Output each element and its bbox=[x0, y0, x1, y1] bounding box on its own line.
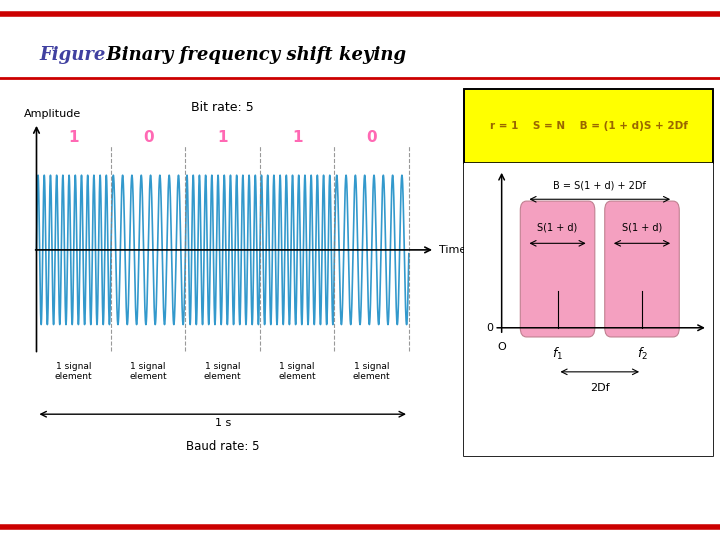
Text: 1 s: 1 s bbox=[215, 418, 231, 428]
Text: 1 signal
element: 1 signal element bbox=[353, 362, 390, 381]
Text: 0: 0 bbox=[366, 130, 377, 145]
FancyBboxPatch shape bbox=[605, 201, 679, 337]
Text: r = 1    S = N    B = (1 + d)S + 2Df: r = 1 S = N B = (1 + d)S + 2Df bbox=[490, 121, 688, 131]
Text: 1: 1 bbox=[292, 130, 302, 145]
Text: 1: 1 bbox=[68, 130, 79, 145]
Text: 1 signal
element: 1 signal element bbox=[279, 362, 316, 381]
Text: 2Df: 2Df bbox=[590, 383, 610, 393]
Text: 1 signal
element: 1 signal element bbox=[130, 362, 167, 381]
Text: Time: Time bbox=[438, 245, 466, 255]
Text: Baud rate: 5: Baud rate: 5 bbox=[186, 440, 259, 453]
Text: 1: 1 bbox=[217, 130, 228, 145]
Text: O: O bbox=[498, 342, 506, 353]
Text: B = S(1 + d) + 2Df: B = S(1 + d) + 2Df bbox=[554, 180, 647, 190]
Bar bbox=[464, 89, 713, 163]
Text: Amplitude: Amplitude bbox=[24, 109, 81, 119]
Text: 0: 0 bbox=[486, 323, 493, 333]
Text: S(1 + d): S(1 + d) bbox=[537, 222, 577, 232]
Text: S(1 + d): S(1 + d) bbox=[622, 222, 662, 232]
Text: Bit rate: 5: Bit rate: 5 bbox=[192, 101, 254, 114]
Text: 1 signal
element: 1 signal element bbox=[55, 362, 93, 381]
Text: $f_1$: $f_1$ bbox=[552, 346, 563, 362]
Text: Binary frequency shift keying: Binary frequency shift keying bbox=[94, 46, 406, 64]
FancyBboxPatch shape bbox=[521, 201, 595, 337]
Text: $f_2$: $f_2$ bbox=[636, 346, 647, 362]
Text: 1 signal
element: 1 signal element bbox=[204, 362, 241, 381]
Bar bbox=[464, 163, 713, 456]
Text: Figure: Figure bbox=[40, 46, 106, 64]
Text: 0: 0 bbox=[143, 130, 153, 145]
